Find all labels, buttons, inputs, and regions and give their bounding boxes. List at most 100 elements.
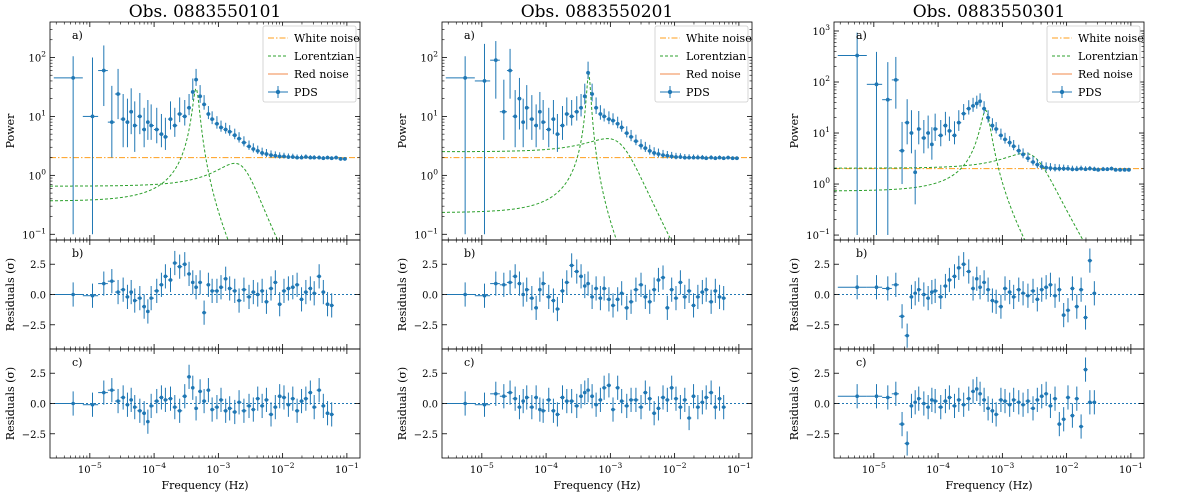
pds-marker xyxy=(669,154,674,159)
pds-marker xyxy=(308,155,313,160)
panel-label-b: b) xyxy=(856,247,867,260)
pds-point xyxy=(1016,144,1021,155)
pds-marker xyxy=(643,146,648,151)
residual-point xyxy=(1025,283,1031,308)
residual-point xyxy=(281,385,287,410)
res-ytick-label: 0.0 xyxy=(30,291,46,302)
residual-marker xyxy=(913,400,917,405)
residual-point xyxy=(149,286,154,311)
pds-point xyxy=(129,88,134,135)
residual-point xyxy=(909,393,914,419)
residual-marker xyxy=(251,290,256,294)
residual-marker xyxy=(146,419,150,424)
pds-marker xyxy=(1061,166,1066,171)
residual-marker xyxy=(541,281,545,286)
residual-point xyxy=(316,378,322,403)
residual-point xyxy=(303,386,309,411)
residual-point xyxy=(1030,278,1036,303)
ytick-label: 102 xyxy=(28,49,46,64)
pds-marker xyxy=(132,123,137,128)
residual-marker xyxy=(210,289,214,293)
residual-point xyxy=(545,284,552,310)
xtick-label: 10−4 xyxy=(142,461,166,476)
residual-marker xyxy=(1011,295,1016,299)
pds-point xyxy=(947,116,952,141)
residual-marker xyxy=(905,333,909,338)
residual-point xyxy=(898,411,905,437)
pds-point xyxy=(925,115,931,149)
residual-marker xyxy=(669,385,674,390)
legend-label: Red noise xyxy=(294,68,349,81)
pds-marker xyxy=(303,155,308,159)
residual-marker xyxy=(295,408,299,413)
residual-point xyxy=(898,304,905,329)
legend-box xyxy=(654,25,749,103)
residual-point xyxy=(656,267,661,293)
residual-point xyxy=(998,294,1003,319)
residual-point xyxy=(990,398,995,423)
residual-marker xyxy=(607,297,611,302)
residual-marker xyxy=(125,295,130,299)
residual-marker xyxy=(894,392,898,396)
residual-point xyxy=(198,379,203,404)
residual-point xyxy=(159,272,164,297)
residual-marker xyxy=(855,285,859,290)
pds-point xyxy=(537,91,542,130)
residual-point xyxy=(107,378,115,403)
pds-point xyxy=(277,152,282,159)
residual-point xyxy=(619,388,625,414)
residual-marker xyxy=(1053,293,1057,298)
residual-marker xyxy=(1003,399,1007,403)
legend-label: White noise xyxy=(294,32,360,45)
residual-marker xyxy=(269,412,273,417)
pds-marker xyxy=(551,117,556,122)
pds-point xyxy=(490,41,500,99)
residual-point xyxy=(656,396,661,421)
pds-point xyxy=(172,107,178,137)
residual-marker xyxy=(530,405,534,409)
residual-panel-b: −2.5 0.0 2.5 Residuals (σ) b) xyxy=(4,239,361,350)
residual-marker xyxy=(90,293,95,298)
residual-point xyxy=(474,392,491,417)
residual-point xyxy=(321,393,326,419)
pds-marker xyxy=(909,131,914,135)
pds-marker xyxy=(513,114,518,119)
residual-point xyxy=(669,277,674,302)
residual-point xyxy=(281,278,287,303)
residual-point xyxy=(930,387,934,412)
pds-point xyxy=(255,145,260,155)
residual-marker xyxy=(682,295,687,299)
residual-point xyxy=(1007,392,1012,417)
pds-marker xyxy=(933,127,938,131)
pds-point xyxy=(202,95,207,110)
pds-marker xyxy=(629,134,633,139)
pds-point xyxy=(246,140,252,150)
legend-swatch-pds-marker xyxy=(275,89,281,95)
residual-point xyxy=(163,387,168,412)
residual-point xyxy=(506,380,513,405)
residual-point xyxy=(312,395,317,420)
pds-marker xyxy=(961,111,966,116)
residual-point xyxy=(1087,390,1093,415)
residual-marker xyxy=(696,405,700,409)
res-ytick-label: 0.0 xyxy=(422,291,438,302)
pds-marker xyxy=(524,105,529,110)
residual-marker xyxy=(691,394,696,399)
residual-marker xyxy=(1048,404,1053,408)
residual-marker xyxy=(521,399,525,403)
pds-point xyxy=(559,106,565,140)
residual-marker xyxy=(1083,367,1088,372)
legend-swatch-pds-marker xyxy=(667,89,673,95)
residual-marker xyxy=(947,395,952,400)
residual-marker xyxy=(1053,396,1057,401)
residual-marker xyxy=(286,286,291,291)
pds-marker xyxy=(978,99,982,104)
residual-point xyxy=(930,279,934,305)
residual-marker xyxy=(187,375,191,379)
residual-marker xyxy=(242,408,246,413)
pds-point xyxy=(264,148,269,157)
residual-point xyxy=(1057,277,1062,302)
residual-point xyxy=(1002,276,1008,301)
pds-marker xyxy=(594,105,598,110)
residual-marker xyxy=(930,398,934,402)
